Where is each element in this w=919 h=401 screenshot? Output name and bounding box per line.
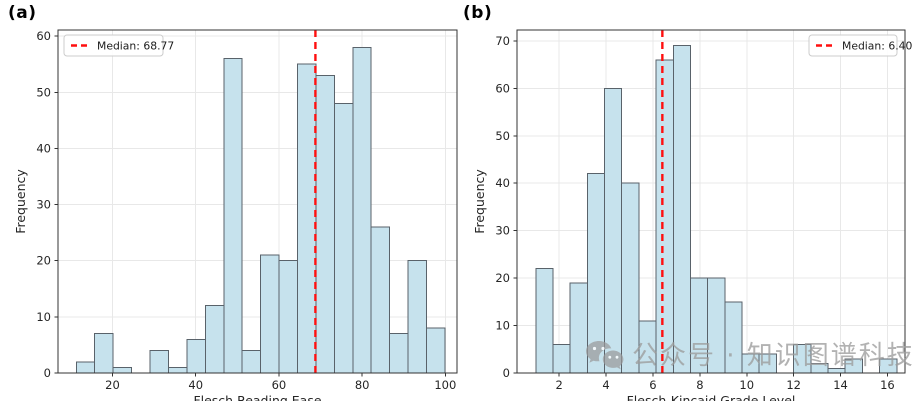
x-tick-label: 6 — [649, 378, 656, 392]
histogram-bar — [94, 333, 114, 374]
histogram-bar — [604, 87, 623, 374]
y-tick-label: 50 — [36, 85, 51, 99]
histogram-bar — [672, 45, 691, 374]
histogram-bar — [278, 260, 298, 374]
y-tick-label: 40 — [495, 176, 510, 190]
histogram-bar — [724, 301, 743, 374]
y-axis-label: Frequency — [472, 169, 487, 234]
panel-label-a: (a) — [8, 3, 37, 23]
panel-label-b: (b) — [463, 3, 493, 23]
histogram-bar — [758, 353, 777, 374]
histogram-bar — [296, 63, 317, 374]
histogram-bar — [741, 353, 760, 374]
y-tick-label: 20 — [36, 254, 51, 268]
legend-label: Median: 6.40 — [842, 40, 913, 53]
histogram-bar — [333, 103, 354, 374]
x-tick-label: 80 — [355, 378, 370, 392]
histogram-bar — [149, 350, 169, 374]
histogram-bar — [638, 320, 657, 374]
histogram-bar — [707, 277, 726, 374]
y-tick-label: 70 — [495, 34, 510, 48]
histogram-bar — [315, 74, 335, 374]
histogram-bar — [844, 358, 863, 374]
x-tick-label: 4 — [602, 378, 609, 392]
x-tick-label: 20 — [105, 378, 120, 392]
y-tick-label: 60 — [495, 81, 510, 95]
histogram-bar — [260, 254, 280, 374]
histogram-bar — [352, 46, 372, 374]
histogram-bar — [426, 327, 446, 374]
histogram-flesch-kincaid-grade: 2 4 6 8 10 12 14 16 0 10 20 30 40 50 60 70 Flesch-Kincai… — [472, 29, 913, 401]
x-tick-label: 12 — [786, 378, 801, 392]
x-tick-label: 8 — [696, 378, 703, 392]
legend-label: Median: 68.77 — [97, 40, 174, 53]
histogram-bar — [793, 344, 812, 374]
x-tick-label: 2 — [556, 378, 563, 392]
x-tick-label: 100 — [434, 378, 456, 392]
axis-spine — [516, 29, 906, 374]
y-tick-label: 10 — [495, 319, 510, 333]
x-axis-label: Flesch-Kincaid Grade Level — [627, 393, 796, 401]
histogram-bar — [370, 226, 391, 374]
x-tick-label: 40 — [188, 378, 203, 392]
histogram-bar — [389, 333, 409, 374]
y-tick-label: 20 — [495, 271, 510, 285]
histogram-bar — [75, 361, 96, 374]
histogram-bar — [167, 366, 188, 374]
axis-spine — [57, 29, 458, 374]
x-axis-label: Flesch Reading Ease — [193, 393, 321, 401]
y-tick-label: 0 — [44, 366, 51, 380]
histogram-bar — [535, 268, 554, 374]
histogram-bar — [112, 366, 133, 374]
x-tick-label: 14 — [833, 378, 848, 392]
histogram-bar — [586, 173, 606, 374]
histogram-bar — [407, 260, 428, 374]
y-tick-label: 30 — [495, 224, 510, 238]
histogram-bar — [186, 338, 206, 374]
histogram-bar — [621, 182, 640, 374]
x-tick-label: 10 — [739, 378, 754, 392]
histogram-bar — [655, 59, 674, 374]
histogram-bar — [827, 367, 846, 374]
histogram-bar — [810, 363, 829, 374]
y-tick-label: 50 — [495, 129, 510, 143]
histogram-bar — [241, 350, 262, 374]
histogram-bar — [204, 305, 225, 374]
x-tick-label: 60 — [272, 378, 287, 392]
histogram-bar — [569, 282, 588, 374]
y-tick-label: 10 — [36, 310, 51, 324]
y-tick-label: 0 — [503, 366, 510, 380]
histogram-bar — [552, 344, 571, 374]
y-tick-label: 60 — [36, 29, 51, 43]
y-axis-label: Frequency — [13, 169, 28, 234]
histogram-bar — [223, 58, 243, 374]
legend-box — [63, 34, 164, 57]
y-tick-label: 40 — [36, 141, 51, 155]
legend-box — [808, 34, 898, 57]
y-tick-label: 30 — [36, 198, 51, 212]
histogram-bar — [879, 358, 898, 374]
x-tick-label: 16 — [880, 378, 895, 392]
histogram-bar — [689, 277, 709, 374]
